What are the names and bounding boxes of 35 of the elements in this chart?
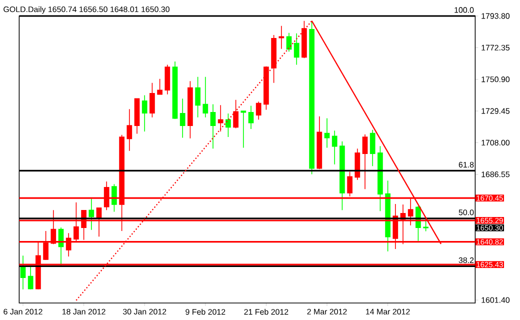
candlestick: [271, 34, 276, 84]
candlestick: [142, 94, 148, 132]
candlestick: [195, 76, 200, 118]
candlestick: [126, 108, 132, 152]
candlestick: [248, 105, 254, 130]
candlestick: [218, 104, 224, 132]
candlestick: [378, 146, 383, 212]
candlestick: [256, 101, 262, 120]
candlestick: [226, 113, 231, 138]
candlestick: [294, 33, 300, 66]
candlestick: [28, 266, 34, 290]
candlestick: [157, 78, 162, 95]
candlestick: [264, 66, 269, 110]
candlestick: [172, 61, 178, 120]
candlestick: [20, 255, 26, 290]
candlestick: [354, 148, 360, 180]
candlestick: [88, 198, 94, 230]
candlestick: [324, 118, 330, 148]
candlestick: [332, 130, 338, 165]
candlestick: [240, 110, 246, 148]
candlestick: [370, 129, 376, 167]
candlestick: [202, 76, 208, 118]
candlestick: [180, 98, 186, 138]
candlestick: [340, 140, 345, 211]
candlestick: [150, 82, 155, 118]
candlestick: [134, 98, 140, 134]
candlestick: [278, 25, 284, 50]
candlestick: [188, 80, 193, 139]
candlestick: [362, 134, 368, 190]
candlestick: [233, 99, 238, 129]
candlestick: [210, 104, 216, 149]
candlestick: [309, 20, 314, 175]
candlestick: [164, 64, 170, 95]
candlestick: [316, 116, 322, 170]
candlestick: [286, 32, 292, 52]
